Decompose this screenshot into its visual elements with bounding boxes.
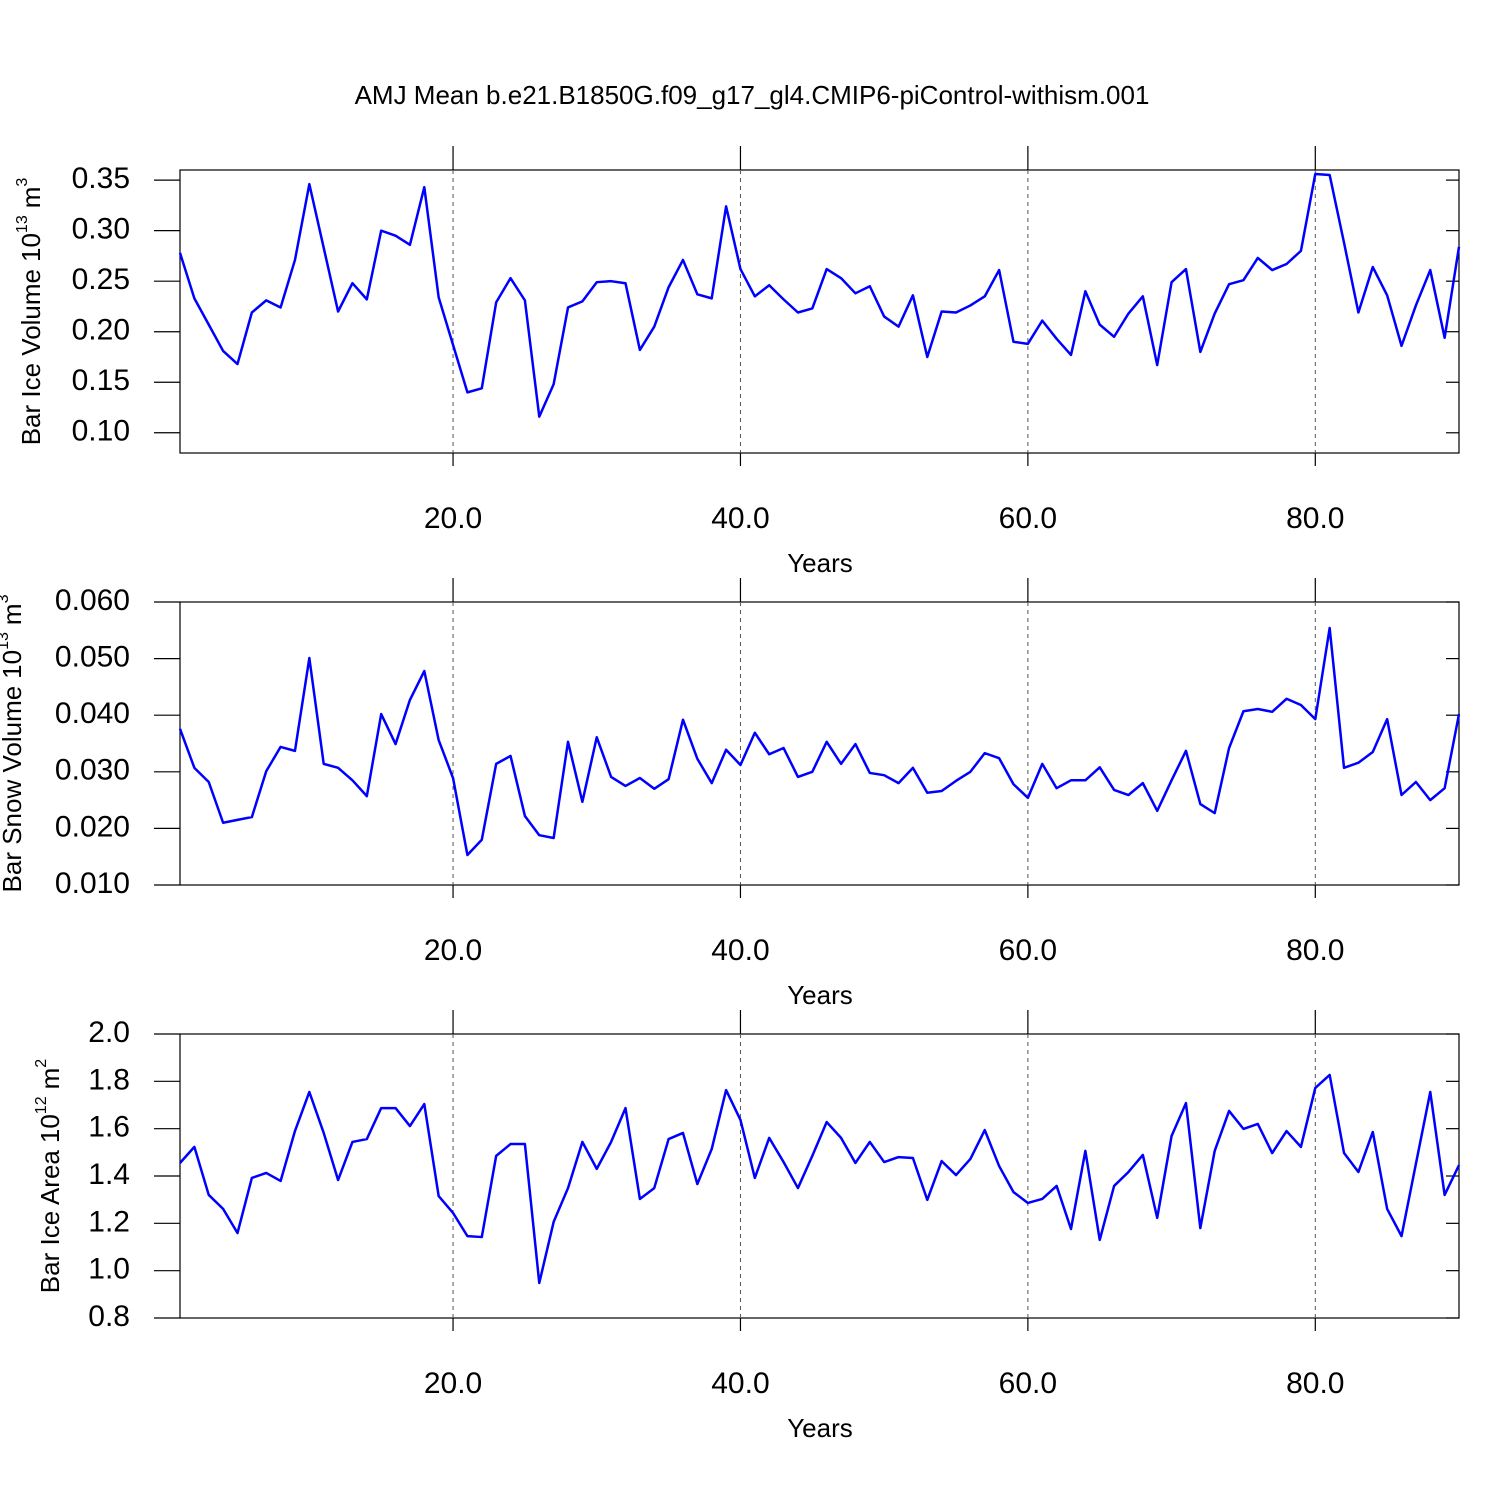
y-tick-label: 1.4 bbox=[88, 1158, 130, 1191]
y-tick-label: 0.050 bbox=[55, 641, 130, 674]
y-label-base: 10 bbox=[16, 233, 46, 262]
x-tick-label: 40.0 bbox=[711, 934, 769, 967]
y-label-unit-exponent: 3 bbox=[14, 178, 31, 187]
y-label-base: 10 bbox=[0, 650, 27, 679]
y-tick-label: 1.0 bbox=[88, 1253, 130, 1286]
data-line bbox=[179, 1073, 1461, 1285]
y-tick-label: 1.6 bbox=[88, 1111, 130, 1144]
x-axis-label: Years bbox=[787, 980, 853, 1010]
y-axis-label: Bar Ice Area 1012 m2 bbox=[33, 1059, 65, 1293]
x-axis-label: Years bbox=[787, 548, 853, 578]
y-tick-label: 0.8 bbox=[88, 1300, 130, 1333]
y-label-unit: m bbox=[35, 1068, 65, 1090]
y-tick-label: 2.0 bbox=[88, 1016, 130, 1049]
figure-title: AMJ Mean b.e21.B1850G.f09_g17_gl4.CMIP6-… bbox=[355, 80, 1150, 110]
y-tick-label: 0.15 bbox=[72, 364, 130, 397]
y-tick-label: 0.35 bbox=[72, 162, 130, 195]
x-tick-label: 40.0 bbox=[711, 1367, 769, 1400]
x-tick-label: 80.0 bbox=[1286, 934, 1344, 967]
y-tick-label: 0.060 bbox=[55, 584, 130, 617]
y-axis-label: Bar Ice Volume 1013 m3 bbox=[14, 178, 46, 446]
y-label-exponent: 13 bbox=[0, 632, 12, 650]
x-axis-label: Years bbox=[787, 1413, 853, 1443]
y-label-unit: m bbox=[0, 603, 27, 625]
x-tick-label: 60.0 bbox=[999, 1367, 1057, 1400]
plot-frame bbox=[179, 169, 1460, 454]
y-tick-label: 1.8 bbox=[88, 1063, 130, 1096]
plot-frame bbox=[179, 601, 1460, 886]
y-tick-label: 0.10 bbox=[72, 415, 130, 448]
y-label-text: Bar Snow Volume bbox=[0, 686, 27, 893]
y-label-exponent: 12 bbox=[33, 1096, 50, 1114]
x-tick-label: 60.0 bbox=[999, 502, 1057, 535]
panel: 20.0 40.0 60.0 80.0 2.0 1.8 1.6 1.4 1.2 1.0 0.8 Yea… bbox=[33, 1010, 1461, 1443]
panel: 20.0 40.0 60.0 80.0 0.060 0.050 0.040 0.030 0.02… bbox=[0, 578, 1461, 1010]
x-tick-label: 20.0 bbox=[424, 934, 482, 967]
x-tick-label: 80.0 bbox=[1286, 502, 1344, 535]
y-label-text: Bar Ice Volume bbox=[16, 269, 46, 445]
panel: 20.0 40.0 60.0 80.0 0.35 0.30 0.25 0.20 0.15 0.10… bbox=[14, 146, 1461, 578]
y-label-unit: m bbox=[16, 187, 46, 209]
y-label-base: 10 bbox=[35, 1114, 65, 1143]
y-label-unit-exponent: 2 bbox=[33, 1059, 50, 1068]
data-line bbox=[178, 626, 1461, 857]
x-tick-label: 60.0 bbox=[999, 934, 1057, 967]
y-tick-label: 0.25 bbox=[72, 263, 130, 296]
x-tick-label: 80.0 bbox=[1286, 1367, 1344, 1400]
x-tick-label: 20.0 bbox=[424, 502, 482, 535]
y-tick-label: 0.30 bbox=[72, 213, 130, 246]
y-axis-label: Bar Snow Volume 1013 m3 bbox=[0, 594, 27, 892]
y-tick-label: 1.2 bbox=[88, 1205, 130, 1238]
y-label-text: Bar Ice Area bbox=[35, 1150, 65, 1294]
y-label-exponent: 13 bbox=[14, 215, 31, 233]
y-tick-label: 0.030 bbox=[55, 754, 130, 787]
y-tick-label: 0.20 bbox=[72, 314, 130, 347]
plot-frame bbox=[179, 1033, 1460, 1319]
y-tick-label: 0.010 bbox=[55, 867, 130, 900]
y-tick-label: 0.020 bbox=[55, 810, 130, 843]
x-tick-label: 40.0 bbox=[711, 502, 769, 535]
x-tick-label: 20.0 bbox=[424, 1367, 482, 1400]
data-line bbox=[178, 172, 1461, 418]
y-label-unit-exponent: 3 bbox=[0, 594, 12, 603]
y-tick-label: 0.040 bbox=[55, 697, 130, 730]
